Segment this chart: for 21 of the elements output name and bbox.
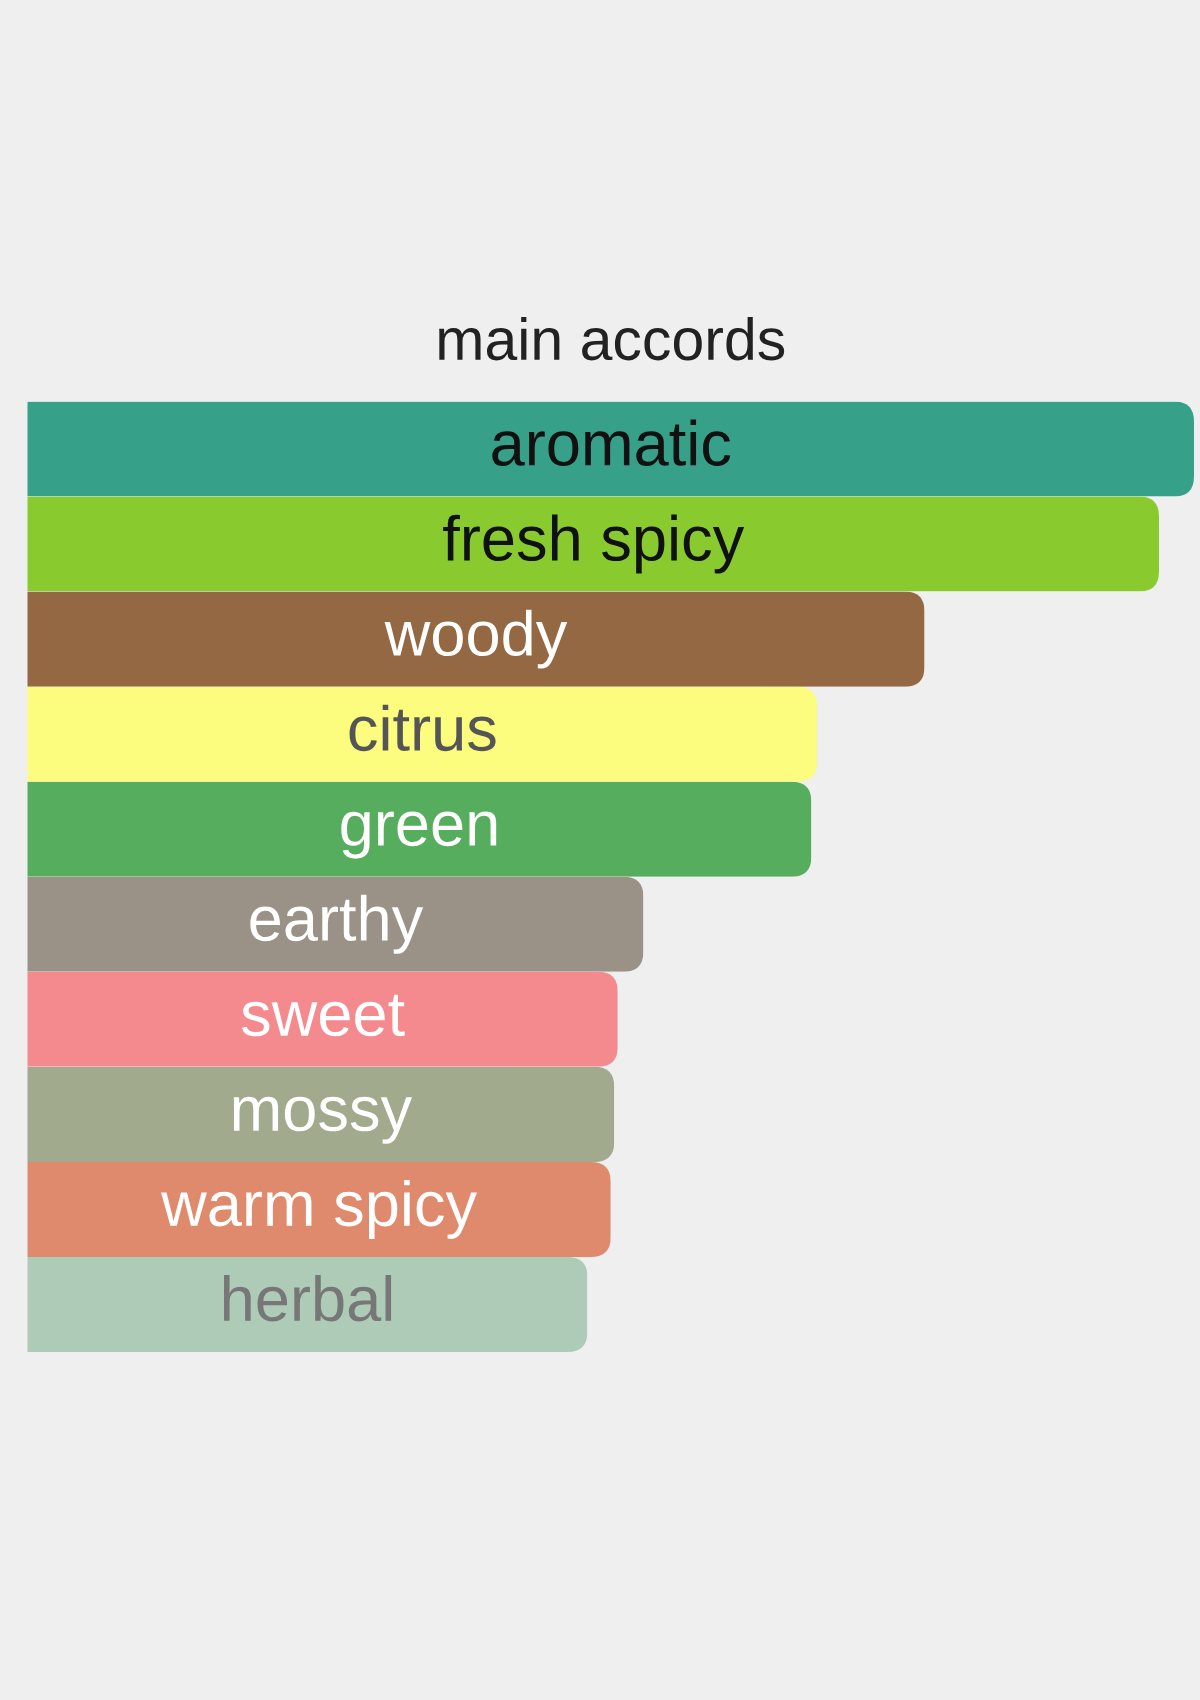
- y-tick-label: aromatic: [492, 419, 731, 466]
- bar: [27, 591, 925, 687]
- bar: [27, 971, 618, 1067]
- y-tick-label: sweet: [241, 994, 405, 1037]
- bar: [27, 1256, 588, 1352]
- y-tick-label: earthy: [250, 894, 424, 954]
- y-tick-label: mossy: [233, 1096, 413, 1144]
- y-tick-label: woody: [384, 609, 568, 669]
- y-tick-label: green: [341, 811, 497, 859]
- y-tick-label: fresh spicy: [443, 514, 745, 574]
- y-tick-label: warm spicy: [161, 1179, 478, 1239]
- bar: [27, 401, 1194, 497]
- bar: [27, 1161, 611, 1257]
- chart-title: main accords: [439, 317, 785, 361]
- y-tick-label: citrus: [349, 704, 496, 752]
- y-tick-label: herbal: [224, 1275, 392, 1322]
- bar: [27, 1066, 615, 1162]
- bar: [27, 876, 644, 972]
- bar: [27, 686, 818, 782]
- bar: [27, 781, 812, 877]
- bar: [27, 496, 1159, 592]
